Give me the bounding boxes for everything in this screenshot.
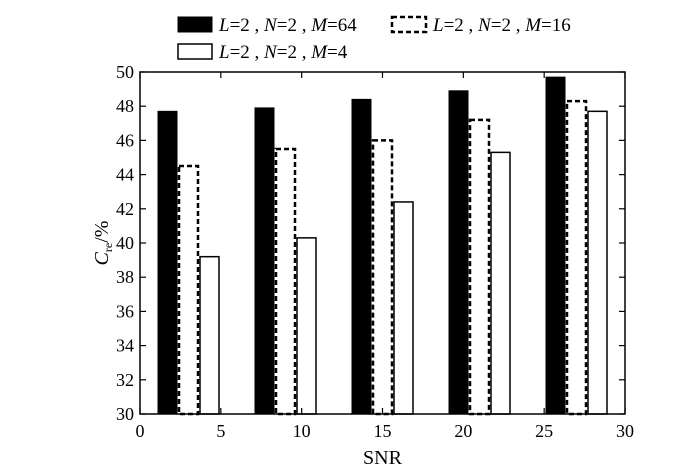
y-tick-label: 30	[116, 404, 134, 424]
bar-dashed-snr-15	[371, 139, 394, 416]
bar-solid-snr-3	[157, 110, 178, 415]
legend-swatch-dashed	[390, 15, 428, 34]
legend-label: L=2 , N=2 , M=4	[218, 42, 348, 63]
y-tick-label: 46	[116, 130, 134, 150]
x-tick-label: 5	[216, 421, 225, 441]
bars-group	[157, 76, 608, 416]
x-tick-label: 25	[535, 421, 553, 441]
x-axis-title: SNR	[363, 447, 403, 469]
bar-solid-snr-27	[545, 76, 566, 415]
bar-hollow-snr-27	[587, 110, 608, 415]
x-tick-label: 20	[454, 421, 472, 441]
x-tick-label: 30	[616, 421, 634, 441]
bar-hollow-snr-15	[393, 201, 414, 415]
y-tick-label: 44	[116, 165, 134, 185]
legend-swatch-solid	[177, 16, 213, 33]
legend-swatch-hollow	[177, 43, 213, 60]
y-tick-label: 42	[116, 199, 134, 219]
x-tick-label: 10	[293, 421, 311, 441]
x-tick-label: 15	[374, 421, 392, 441]
y-tick-label: 50	[116, 62, 134, 82]
y-axis-title-suffix: /%	[91, 221, 113, 243]
bar-solid-snr-15	[351, 98, 372, 415]
y-tick-label: 48	[116, 96, 134, 116]
legend: L=2 , N=2 , M=64 L=2 , N=2 , M=16 L=2 , N=…	[177, 15, 571, 63]
bar-dashed-snr-27	[565, 99, 588, 416]
y-tick-label: 38	[116, 267, 134, 287]
y-axis-title: Cre/%	[91, 221, 115, 266]
bar-hollow-snr-3	[199, 255, 220, 415]
y-tick-label: 32	[116, 370, 134, 390]
y-tick-label: 40	[116, 233, 134, 253]
y-axis-title-sub: re	[101, 243, 115, 252]
y-axis-title-main: C	[91, 251, 113, 265]
bar-solid-snr-9	[254, 107, 275, 415]
bar-hollow-snr-21	[490, 151, 511, 415]
bar-dashed-snr-9	[274, 147, 297, 416]
bar-hollow-snr-9	[296, 237, 317, 415]
y-tick-label: 36	[116, 301, 134, 321]
bar-solid-snr-21	[448, 90, 469, 415]
bar-dashed-snr-3	[177, 164, 200, 416]
legend-label: L=2 , N=2 , M=16	[432, 15, 571, 36]
legend-label: L=2 , N=2 , M=64	[218, 15, 357, 36]
axis-ticks: 0 5 10 15 20 25 30 30 32 34 36 38 40 42 44 46 48 50	[116, 62, 634, 441]
bar-dashed-snr-21	[468, 118, 491, 416]
x-tick-label: 0	[136, 421, 145, 441]
y-tick-label: 34	[116, 336, 134, 356]
